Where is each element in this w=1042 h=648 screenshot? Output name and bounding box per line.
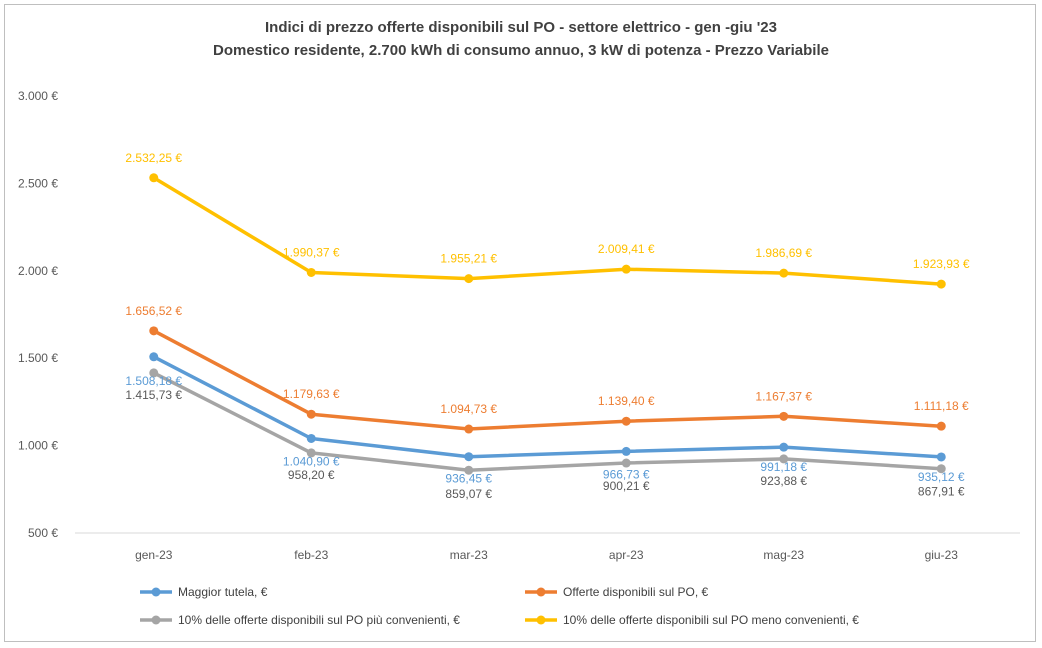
legend-item: 10% delle offerte disponibili sul PO men… [525, 613, 859, 627]
series-layer [149, 173, 946, 475]
y-tick-label: 1.500 € [18, 351, 58, 365]
legend-label: Offerte disponibili sul PO, € [563, 585, 709, 599]
data-point [464, 424, 474, 434]
legend-label: 10% delle offerte disponibili sul PO più… [178, 613, 460, 627]
data-label: 1.986,69 € [755, 246, 812, 260]
data-point [306, 409, 316, 419]
legend-marker [536, 587, 546, 597]
legend-item: Maggior tutela, € [140, 585, 268, 599]
data-label-layer: 1.508,18 € 1.040,90 € 936,45 € 966,73 € 991,… [125, 151, 970, 501]
legend-label: Maggior tutela, € [178, 585, 268, 599]
data-label: 1.179,63 € [283, 387, 340, 401]
x-tick-label: gen-23 [135, 548, 173, 562]
data-label: 1.111,18 € [914, 399, 969, 413]
series-line [152, 355, 944, 459]
data-label: 1.656,52 € [125, 304, 182, 318]
x-tick-label: mar-23 [450, 548, 488, 562]
chart-title: Indici di prezzo offerte disponibili sul… [265, 19, 777, 36]
series-line [152, 371, 944, 472]
data-label: 1.923,93 € [913, 257, 970, 271]
y-tick-label: 500 € [28, 526, 58, 540]
x-tick-label: mag-23 [763, 548, 804, 562]
y-tick-label: 1.000 € [18, 439, 58, 453]
data-point [779, 411, 789, 421]
legend-item: Offerte disponibili sul PO, € [525, 585, 709, 599]
legend-marker [151, 615, 161, 625]
legend: Maggior tutela, € Offerte disponibili sul… [140, 585, 859, 627]
data-label: 966,73 € [603, 467, 650, 481]
data-point [621, 446, 631, 456]
data-point [621, 264, 631, 274]
data-label: 2.532,25 € [125, 151, 182, 165]
y-tick-label: 3.000 € [18, 89, 58, 103]
data-point [936, 452, 946, 462]
data-point [464, 452, 474, 462]
data-label: 923,88 € [760, 474, 807, 488]
data-label: 900,21 € [603, 479, 650, 493]
data-point [621, 416, 631, 426]
y-tick-label: 2.500 € [18, 176, 58, 190]
data-point [779, 442, 789, 452]
data-label: 1.990,37 € [283, 245, 340, 259]
data-point [149, 368, 159, 378]
data-label: 859,07 € [445, 487, 492, 501]
data-point [306, 448, 316, 458]
series-line [152, 329, 944, 431]
data-point [464, 465, 474, 475]
x-tick-label: apr-23 [609, 548, 644, 562]
data-point [621, 458, 631, 468]
data-point [464, 274, 474, 284]
legend-label: 10% delle offerte disponibili sul PO men… [563, 613, 859, 627]
data-point [936, 464, 946, 474]
chart-subtitle: Domestico residente, 2.700 kWh di consum… [213, 42, 829, 59]
data-point [936, 421, 946, 431]
data-label: 936,45 € [445, 472, 492, 486]
data-label: 1.040,90 € [283, 454, 340, 468]
data-point [306, 267, 316, 277]
data-point [149, 352, 159, 362]
series-line [152, 176, 944, 286]
data-label: 958,20 € [288, 468, 335, 482]
data-point [779, 454, 789, 464]
data-label: 1.167,37 € [755, 389, 812, 403]
axis-layer: 500 € 1.000 € 1.500 € 2.000 € 2.500 € 3.000 €… [18, 89, 1020, 562]
data-point [149, 326, 159, 336]
data-point [306, 433, 316, 443]
legend-marker [536, 615, 546, 625]
data-label: 1.094,73 € [440, 402, 497, 416]
x-tick-label: giu-23 [925, 548, 959, 562]
data-point [149, 173, 159, 183]
legend-marker [151, 587, 161, 597]
legend-item: 10% delle offerte disponibili sul PO più… [140, 613, 460, 627]
data-label: 1.415,73 € [125, 388, 182, 402]
chart-frame [4, 4, 1036, 642]
data-label: 1.139,40 € [598, 394, 655, 408]
data-label: 991,18 € [760, 460, 807, 474]
data-point [936, 279, 946, 289]
data-label: 935,12 € [918, 470, 965, 484]
data-label: 867,91 € [918, 485, 965, 499]
data-label: 2.009,41 € [598, 242, 655, 256]
y-tick-label: 2.000 € [18, 264, 58, 278]
data-label: 1.955,21 € [440, 252, 497, 266]
x-tick-label: feb-23 [294, 548, 328, 562]
data-point [779, 268, 789, 278]
data-label: 1.508,18 € [125, 374, 182, 388]
